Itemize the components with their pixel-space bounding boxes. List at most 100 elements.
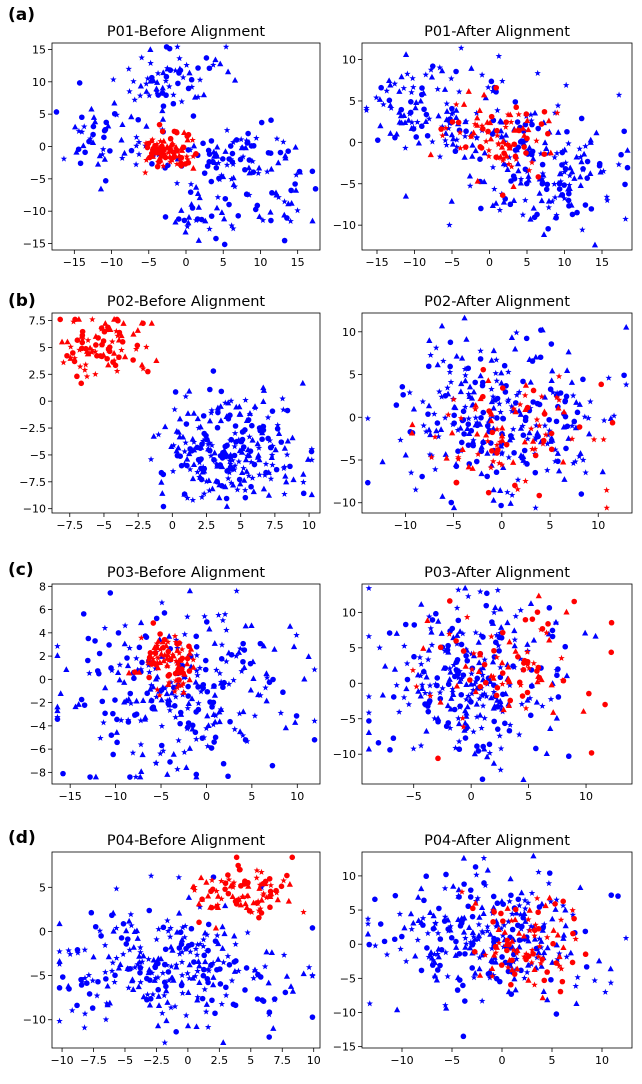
target-point xyxy=(96,152,103,159)
target-point xyxy=(211,457,219,464)
target-point xyxy=(559,148,566,155)
target-point xyxy=(162,423,169,430)
target-point xyxy=(195,204,202,210)
target-point xyxy=(431,950,438,958)
target-point xyxy=(153,693,160,700)
target-point xyxy=(188,925,195,932)
target-point xyxy=(87,774,93,780)
target-point xyxy=(444,916,452,923)
target-point xyxy=(229,150,236,157)
target-point xyxy=(413,134,420,140)
target-point xyxy=(418,967,425,974)
target-point xyxy=(223,658,230,665)
x-tick-label: −15 xyxy=(59,790,82,803)
source-point xyxy=(603,504,610,511)
source-point xyxy=(480,366,487,373)
target-point xyxy=(427,431,434,438)
target-point xyxy=(78,128,86,135)
source-point xyxy=(81,366,89,373)
source-point xyxy=(474,450,482,458)
target-point xyxy=(372,942,379,949)
target-point xyxy=(109,912,115,919)
target-point xyxy=(511,627,518,634)
target-point xyxy=(188,76,195,83)
target-point xyxy=(189,722,196,729)
target-point xyxy=(251,712,259,719)
target-point xyxy=(163,44,170,50)
target-point xyxy=(160,924,167,931)
source-point xyxy=(67,343,74,350)
target-point xyxy=(250,974,257,982)
source-point xyxy=(472,402,479,408)
target-point xyxy=(146,966,153,973)
target-point xyxy=(566,203,572,209)
source-point xyxy=(435,755,441,762)
source-point xyxy=(149,153,156,159)
source-point xyxy=(235,862,241,869)
target-point xyxy=(494,900,501,907)
target-point xyxy=(450,691,457,697)
target-point xyxy=(457,388,464,395)
target-point xyxy=(202,958,209,965)
source-point xyxy=(84,350,91,357)
source-point xyxy=(491,647,497,654)
source-point xyxy=(153,140,161,147)
target-point xyxy=(447,339,454,346)
target-point xyxy=(615,893,621,899)
target-point xyxy=(460,982,466,989)
source-point xyxy=(523,150,529,156)
source-point xyxy=(535,664,542,671)
target-point xyxy=(137,944,144,951)
target-point xyxy=(541,422,549,429)
target-point xyxy=(217,966,223,972)
target-point xyxy=(505,918,512,925)
target-point xyxy=(554,450,561,456)
target-point xyxy=(190,461,198,468)
target-point xyxy=(231,429,239,436)
target-point xyxy=(121,622,129,629)
target-point xyxy=(230,225,237,232)
target-point xyxy=(170,100,177,107)
target-point xyxy=(500,901,507,908)
source-point xyxy=(138,361,146,368)
target-point xyxy=(213,165,220,171)
target-point xyxy=(535,949,542,955)
target-point xyxy=(520,432,527,439)
target-point xyxy=(142,633,149,639)
y-tick-label: −10 xyxy=(333,219,356,232)
y-tick-label: 5 xyxy=(39,341,46,354)
target-point xyxy=(225,773,231,780)
target-point xyxy=(463,681,470,687)
target-point xyxy=(194,996,201,1003)
target-point xyxy=(493,469,500,476)
target-point xyxy=(539,326,546,333)
target-point xyxy=(423,111,430,118)
target-point xyxy=(556,467,563,474)
target-point xyxy=(444,973,451,980)
target-point xyxy=(481,656,488,663)
target-point xyxy=(281,490,288,497)
target-point xyxy=(467,887,474,893)
source-point xyxy=(505,160,513,167)
target-point xyxy=(524,435,531,442)
target-point xyxy=(554,672,560,679)
target-point xyxy=(373,94,380,101)
source-point xyxy=(179,655,186,662)
source-point xyxy=(99,341,105,348)
target-point xyxy=(215,956,222,962)
source-point xyxy=(511,971,518,977)
target-point xyxy=(365,745,372,752)
target-point xyxy=(553,1011,560,1017)
source-point xyxy=(507,697,514,704)
source-point xyxy=(460,101,468,107)
source-point xyxy=(170,153,177,160)
target-point xyxy=(138,54,145,61)
target-point xyxy=(472,864,479,870)
source-point xyxy=(504,964,512,971)
target-point xyxy=(230,138,237,146)
target-point xyxy=(453,352,460,359)
target-point xyxy=(218,706,225,712)
target-point xyxy=(473,419,481,426)
target-point xyxy=(466,944,474,951)
source-point xyxy=(151,644,158,650)
